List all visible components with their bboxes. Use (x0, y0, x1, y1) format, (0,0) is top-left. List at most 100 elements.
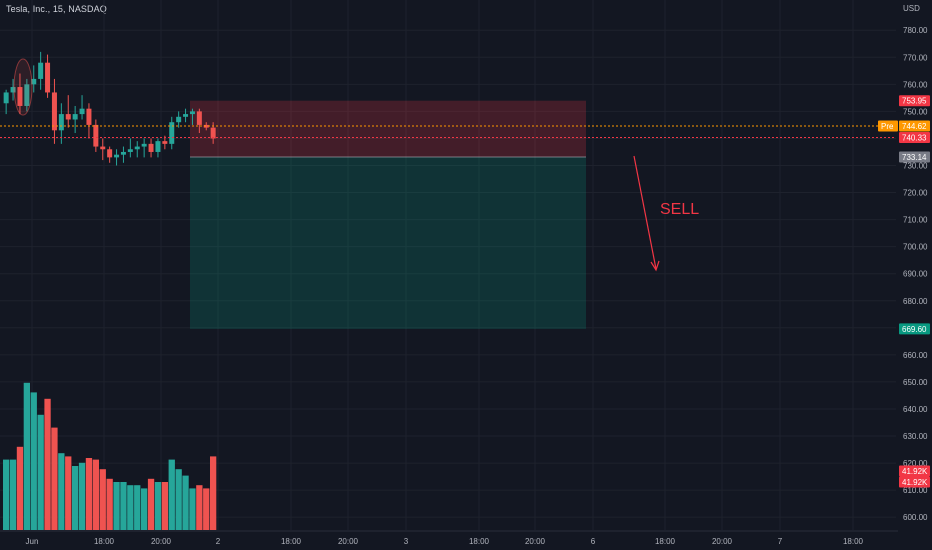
price-lines (0, 125, 896, 139)
volume-bar (37, 414, 44, 530)
volume-bar (51, 427, 58, 530)
price-axis-tick-label: 770.00 (903, 53, 928, 62)
volume-bar (141, 488, 148, 530)
risk-zone (190, 100, 586, 158)
time-axis-background (0, 531, 898, 550)
entry-price-badge-bg (899, 151, 930, 163)
candle-body (38, 62, 44, 79)
price-axis-tick-label: 610.00 (903, 486, 928, 495)
price-axis-background (898, 0, 932, 550)
pre-price-badge-bg (899, 120, 930, 132)
volume-bar (85, 458, 93, 530)
candle-body (107, 149, 113, 158)
volume-bar (113, 482, 120, 530)
candle-body (31, 78, 37, 85)
time-axis-label: 20:00 (712, 537, 733, 546)
price-axis-tick-label: 680.00 (903, 297, 928, 306)
volume-bar (175, 469, 182, 530)
candle-body (17, 87, 23, 106)
time-axis-label: 20:00 (525, 537, 546, 546)
price-axis-tick-label: 650.00 (903, 378, 928, 387)
volume-bar (210, 456, 217, 530)
time-axis-label: 18:00 (281, 537, 302, 546)
candle-body (24, 84, 30, 106)
target-price-badge: 669.60 (902, 325, 927, 334)
price-axis-currency: USD (903, 4, 920, 13)
chart-title: Tesla, Inc., 15, NASDAQ (6, 4, 107, 14)
candle-body (93, 124, 99, 147)
candle-body (155, 141, 161, 152)
time-axis-label: 18:00 (655, 537, 676, 546)
time-axis-label: 7 (778, 537, 783, 546)
candle-body (72, 114, 78, 120)
volume-bar (154, 482, 162, 530)
price-axis-tick-label: 660.00 (903, 351, 928, 360)
volume-bar (134, 485, 141, 530)
time-axis-label: 18:00 (94, 537, 115, 546)
reward-zone (190, 157, 586, 329)
volume-bar (30, 392, 37, 530)
candle-body (65, 114, 71, 120)
stop-price-badge-bg (899, 95, 930, 107)
pre-price-badge: 744.62 (902, 122, 927, 131)
pre-label: Pre (881, 122, 894, 131)
stop-price-badge: 753.95 (902, 97, 927, 106)
grid-lines (0, 0, 896, 530)
candle-body (162, 141, 168, 144)
volume-bar (3, 459, 10, 530)
volume-bar (65, 456, 72, 530)
entry-price-badge: 733.14 (902, 153, 927, 162)
price-axis-tick-label: 600.00 (903, 513, 928, 522)
candle-body (127, 149, 133, 152)
candle-body (3, 92, 9, 104)
candle-body (169, 122, 175, 144)
candle-body (196, 111, 202, 125)
price-axis-tick-label: 780.00 (903, 26, 928, 35)
candle-body (148, 143, 154, 152)
sell-arrow-head (650, 260, 660, 272)
volume-bar (16, 446, 24, 530)
candle-body (203, 124, 209, 128)
candle-body (114, 154, 120, 158)
candle-body (176, 116, 182, 123)
sell-annotation[interactable]: SELL (633, 155, 699, 272)
volume-bar (147, 478, 155, 530)
time-axis-label: 20:00 (151, 537, 172, 546)
volume-bar (127, 485, 134, 530)
candle-body (100, 146, 106, 150)
candle-body (189, 111, 195, 115)
candle-body (141, 143, 147, 147)
volume-bar (9, 459, 17, 530)
time-axis[interactable]: Jun 18:00 20:00 2 18:00 20:00 3 18:00 20:00 6 18:0… (0, 530, 898, 550)
price-axis-tick-label: 700.00 (903, 243, 928, 252)
candle-body (45, 62, 51, 93)
volume-bar (58, 453, 65, 530)
volume-badge-1: 41.92K (902, 467, 928, 476)
time-axis-label: 3 (404, 537, 409, 546)
price-axis[interactable]: USD780.00770.00760.00750.00740.00730.007… (878, 0, 932, 550)
sell-label: SELL (660, 201, 699, 218)
price-axis-tick-label: 640.00 (903, 405, 928, 414)
volume-bar (161, 482, 168, 530)
last-price-badge: 740.33 (902, 134, 927, 143)
volume-badge-2: 41.92K (902, 478, 928, 487)
volume-bars (3, 382, 217, 530)
candle-body (58, 114, 64, 131)
sell-arrow-shaft (633, 155, 657, 270)
time-axis-label: 18:00 (843, 537, 864, 546)
candle-body (210, 127, 216, 139)
candle-body (86, 108, 92, 125)
candles (3, 51, 216, 166)
position-tool[interactable] (190, 100, 586, 329)
price-axis-tick-label: 750.00 (903, 107, 928, 116)
volume-bar (168, 459, 175, 530)
volume-bar (23, 382, 30, 530)
volume-bar (44, 398, 51, 530)
volume-bar (189, 488, 196, 530)
last-price-badge-bg (899, 132, 930, 144)
price-axis-tick-label: 720.00 (903, 189, 928, 198)
candle-body (183, 114, 189, 117)
price-axis-tick-label: 760.00 (903, 80, 928, 89)
volume-bar (106, 478, 113, 530)
